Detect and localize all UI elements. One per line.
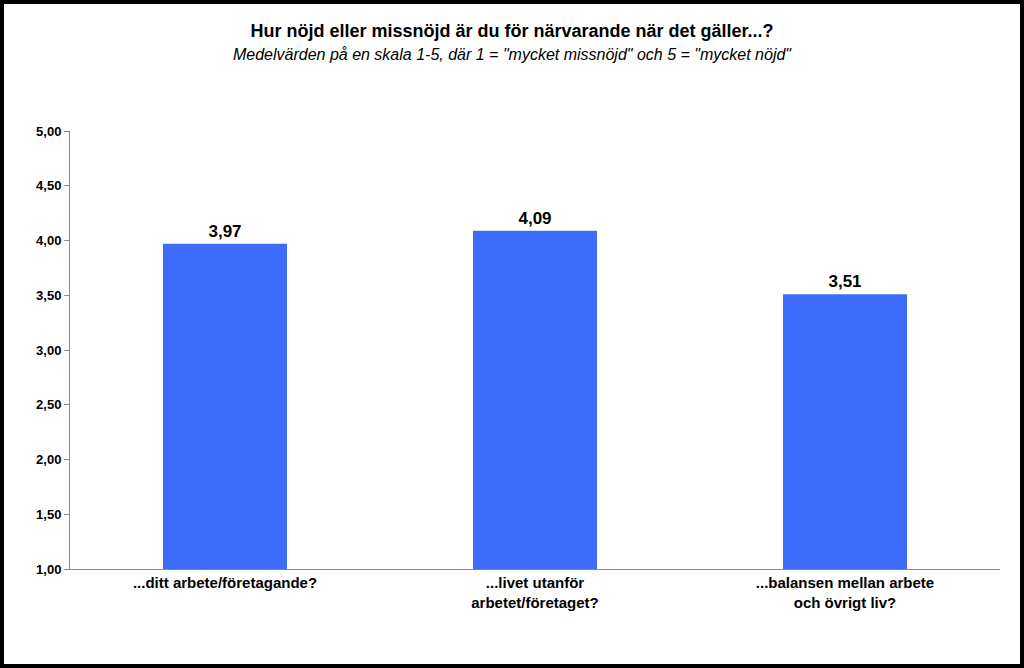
- svg-text:3,51: 3,51: [828, 272, 861, 291]
- svg-text:5,00: 5,00: [36, 124, 61, 139]
- svg-text:3,97: 3,97: [208, 222, 241, 241]
- svg-text:...livet utanförarbetet/företa: ...livet utanförarbetet/företaget?: [471, 574, 599, 611]
- svg-text:2,50: 2,50: [36, 397, 61, 412]
- svg-text:1,50: 1,50: [36, 507, 61, 522]
- svg-text:4,09: 4,09: [518, 209, 551, 228]
- svg-text:3,00: 3,00: [36, 343, 61, 358]
- svg-text:1,00: 1,00: [36, 562, 61, 577]
- svg-text:4,00: 4,00: [36, 233, 61, 248]
- svg-text:...balansen mellan arbeteoch ö: ...balansen mellan arbeteoch övrigt liv?: [756, 574, 934, 611]
- svg-text:...ditt arbete/företagande?: ...ditt arbete/företagande?: [133, 574, 317, 591]
- svg-text:3,50: 3,50: [36, 288, 61, 303]
- svg-text:2,00: 2,00: [36, 452, 61, 467]
- svg-text:4,50: 4,50: [36, 178, 61, 193]
- svg-text:Hur nöjd eller missnöjd är du: Hur nöjd eller missnöjd är du för närvar…: [233, 21, 792, 63]
